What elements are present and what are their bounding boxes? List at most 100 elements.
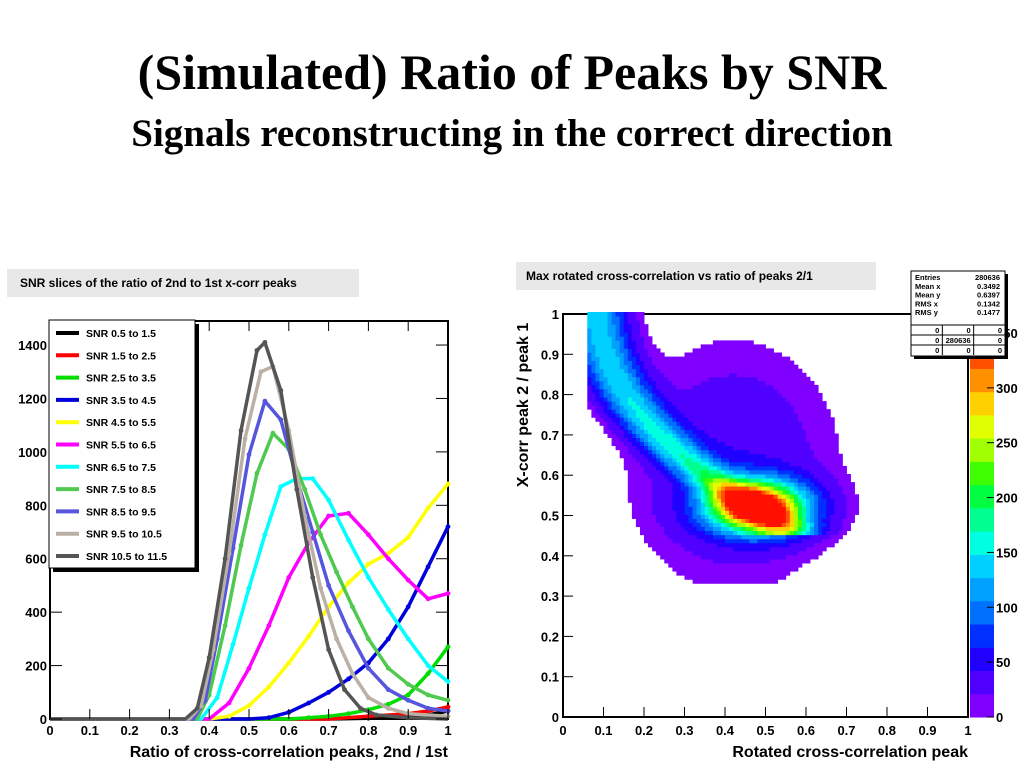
heatmap-cell: [672, 474, 677, 479]
heatmap-cell: [777, 494, 783, 499]
heatmap-cell: [830, 457, 835, 463]
heatmap-cell: [611, 405, 617, 410]
heatmap-cell: [644, 498, 649, 503]
heatmap-cell: [688, 409, 693, 414]
heatmap-cell: [712, 494, 718, 499]
heatmap-cell: [692, 551, 698, 556]
x-tick-label: 0.6: [797, 723, 815, 738]
heatmap-cell: [773, 393, 779, 398]
heatmap-cell: [773, 364, 779, 370]
heatmap-cell: [676, 494, 681, 499]
heatmap-cell: [591, 364, 596, 370]
heatmap-cell: [793, 388, 799, 394]
heatmap-cell: [733, 571, 738, 576]
heatmap-cell: [765, 445, 770, 451]
heatmap-cell: [810, 542, 815, 548]
heatmap-cell: [838, 490, 843, 495]
heatmap-cell: [672, 542, 677, 548]
heatmap-cell: [737, 563, 742, 568]
heatmap-cell: [660, 360, 665, 366]
heatmap-cell: [749, 571, 754, 576]
heatmap-cell: [680, 542, 685, 548]
heatmap-cell: [692, 401, 698, 406]
heatmap-cell: [793, 551, 799, 556]
heatmap-cell: [725, 433, 730, 438]
heatmap-cell: [737, 388, 742, 394]
heatmap-cell: [793, 474, 799, 479]
heatmap-cell: [716, 461, 722, 467]
heatmap-cell: [802, 546, 807, 552]
heatmap-cell: [676, 421, 681, 426]
heatmap-cell: [692, 352, 698, 357]
heatmap-cell: [712, 356, 718, 362]
heatmap-cell: [733, 474, 738, 479]
heatmap-cell: [773, 470, 779, 475]
y-tick-label: 0.7: [541, 428, 559, 443]
heatmap-cell: [733, 457, 738, 463]
heatmap-cell: [680, 441, 685, 447]
heatmap-cell: [692, 356, 698, 362]
heatmap-cell: [688, 563, 693, 568]
heatmap-cell: [668, 559, 673, 564]
series-point: [286, 575, 292, 580]
heatmap-cell: [721, 534, 726, 540]
heatmap-cell: [749, 453, 754, 459]
heatmap-cell: [810, 498, 815, 503]
series-point: [326, 583, 331, 588]
heatmap-cell: [708, 514, 714, 519]
heatmap-cell: [822, 510, 827, 515]
heatmap-cell: [729, 433, 734, 438]
heatmap-cell: [631, 409, 637, 414]
heatmap-cell: [591, 405, 596, 410]
heatmap-cell: [725, 397, 730, 402]
heatmap-cell: [603, 320, 608, 325]
x-tick-label: 0.9: [399, 723, 417, 738]
heatmap-cell: [700, 482, 706, 487]
heatmap-cell: [680, 490, 685, 495]
heatmap-cell: [745, 429, 750, 434]
heatmap-cell: [802, 555, 807, 560]
heatmap-cell: [631, 393, 637, 398]
heatmap-cell: [692, 397, 698, 402]
heatmap-cell: [700, 413, 706, 418]
heatmap-cell: [753, 470, 758, 475]
heatmap-cell: [648, 344, 653, 349]
heatmap-cell: [725, 457, 730, 463]
heatmap-cell: [806, 397, 811, 402]
heatmap-cell: [830, 441, 835, 447]
heatmap-cell: [708, 534, 714, 540]
heatmap-cell: [652, 538, 657, 544]
heatmap-cell: [822, 478, 827, 483]
heatmap-cell: [721, 506, 726, 511]
heatmap-cell: [684, 559, 689, 564]
heatmap-cell: [721, 559, 726, 564]
heatmap-cell: [652, 376, 657, 382]
heatmap-cell: [660, 461, 665, 467]
heatmap-cell: [644, 465, 649, 471]
heatmap-cell: [631, 474, 637, 479]
heatmap-cell: [781, 465, 787, 471]
heatmap-cell: [793, 397, 799, 402]
heatmap-cell: [737, 555, 742, 560]
heatmap-cell: [729, 482, 734, 487]
heatmap-cell: [789, 514, 795, 519]
heatmap-cell: [631, 397, 637, 402]
heatmap-cell: [652, 380, 657, 386]
heatmap-cell: [660, 376, 665, 382]
heatmap-cell: [769, 490, 774, 495]
heatmap-cell: [656, 470, 661, 475]
y-tick-label: 0: [40, 712, 47, 727]
heatmap-cell: [834, 490, 839, 495]
heatmap-cell: [757, 384, 762, 390]
heatmap-cell: [761, 502, 766, 507]
heatmap-cell: [781, 559, 787, 564]
series-point: [405, 681, 411, 687]
heatmap-cell: [700, 348, 706, 353]
heatmap-cell: [660, 393, 665, 398]
heatmap-cell: [789, 559, 795, 564]
heatmap-cell: [635, 433, 641, 438]
heatmap-cell: [737, 526, 742, 532]
heatmap-cell: [668, 510, 673, 515]
heatmap-cell: [802, 437, 807, 443]
heatmap-cell: [631, 348, 637, 353]
